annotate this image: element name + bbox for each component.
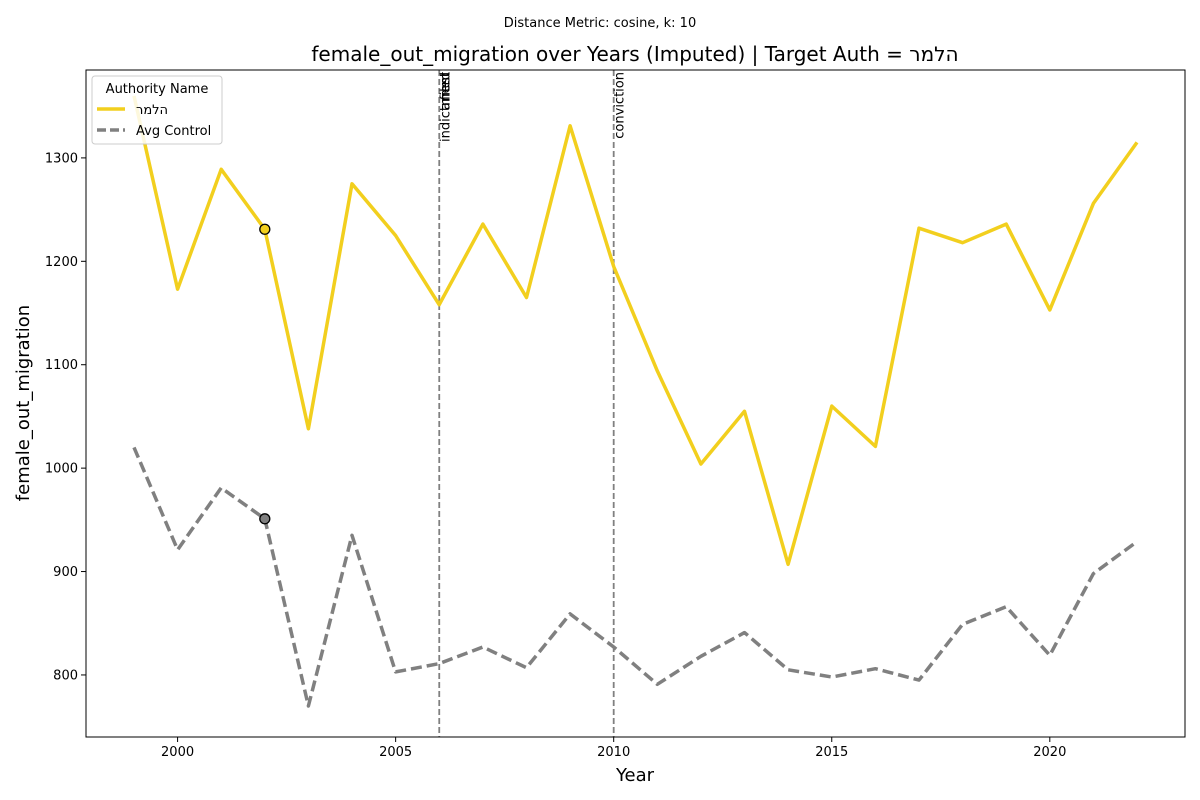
series-line-1	[132, 446, 1139, 708]
legend-title: Authority Name	[106, 82, 209, 97]
y-tick-label: 900	[53, 565, 78, 580]
event-label-conviction: conviction	[613, 72, 628, 139]
x-tick-label: 2010	[597, 745, 630, 760]
event-label-indictment: indictment	[438, 72, 453, 142]
event-label-arrest: arrest	[438, 72, 453, 110]
y-tick-label: 800	[53, 668, 78, 683]
event-label-filed: filed	[438, 72, 453, 100]
x-tick-label: 2020	[1033, 745, 1066, 760]
y-tick-label: 1000	[45, 462, 78, 477]
y-tick-label: 1200	[45, 255, 78, 270]
chart-suptitle: Distance Metric: cosine, k: 10	[504, 16, 696, 31]
series-line-0	[132, 95, 1139, 567]
plot-frame	[85, 69, 1186, 738]
highlight-marker	[259, 223, 271, 235]
x-tick-label: 2005	[379, 745, 412, 760]
legend-label-target: הלמר	[136, 103, 168, 118]
legend-label-control: Avg Control	[136, 124, 211, 139]
plot-area: 2000 2005 2010 2015 2020 800 900 1000 1100 1200 13…	[45, 70, 1139, 760]
highlight-marker	[259, 513, 271, 525]
x-tick-label: 2000	[161, 745, 194, 760]
y-tick-label: 1300	[45, 151, 78, 166]
y-tick-label: 1100	[45, 358, 78, 373]
x-tick-label: 2015	[815, 745, 848, 760]
legend-box	[91, 75, 223, 145]
x-axis-label: Year	[615, 765, 655, 786]
chart-title: female_out_migration over Years (Imputed…	[311, 42, 958, 66]
legend: Authority Name הלמר Avg Control	[91, 75, 223, 145]
y-axis-label: female_out_migration	[13, 305, 34, 501]
